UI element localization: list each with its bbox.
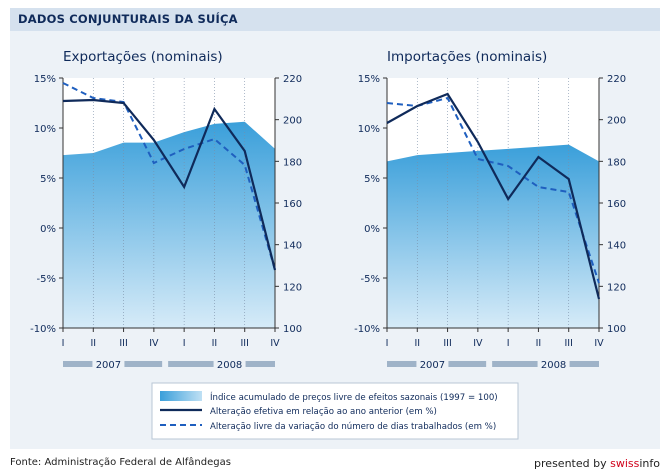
left-tick-label: 5%: [364, 174, 380, 185]
page-title: DADOS CONJUNTURAIS DA SUÍÇA: [18, 12, 238, 26]
left-tick-label: 15%: [34, 74, 56, 85]
price-index-area: [387, 144, 599, 328]
header-bar: DADOS CONJUNTURAIS DA SUÍÇA: [10, 8, 660, 31]
presented-by: presented by swissinfo: [534, 457, 660, 470]
x-tick-label: IV: [149, 338, 159, 349]
right-tick-label: 120: [607, 282, 626, 293]
year-band-left: [492, 361, 538, 367]
chart-2: Importações (nominais) 15% 10% 5% 0% -5% -10% 2…: [354, 49, 626, 371]
year-band-right: [569, 361, 599, 367]
chart-title: Importações (nominais): [387, 49, 547, 65]
left-tick-label: -5%: [361, 274, 380, 285]
right-tick-label: 120: [283, 282, 302, 293]
left-tick-label: -10%: [354, 324, 380, 335]
right-tick-label: 140: [607, 241, 626, 252]
x-tick-label: II: [536, 338, 542, 349]
brand-info: info: [639, 457, 660, 470]
legend-dashed-label: Alteração livre da variação do número de…: [210, 422, 496, 432]
chart-1: Exportações (nominais) 15% 10% 5% 0% -5% -10% 2…: [30, 49, 302, 371]
x-tick-label: I: [386, 338, 389, 349]
left-tick-label: 5%: [40, 174, 56, 185]
left-tick-label: 10%: [34, 124, 56, 135]
legend-area-swatch: [160, 391, 202, 401]
x-tick-label: III: [119, 338, 127, 349]
legend-box: [151, 382, 519, 440]
source-note: Fonte: Administração Federal de Alfândeg…: [10, 457, 231, 468]
year-band-left: [387, 361, 417, 367]
right-tick-label: 220: [283, 74, 302, 85]
x-tick-label: III: [565, 338, 573, 349]
right-tick-label: 220: [607, 74, 626, 85]
right-tick-label: 140: [283, 241, 302, 252]
right-tick-label: 100: [283, 324, 302, 335]
x-tick-label: IV: [270, 338, 280, 349]
year-label: 2008: [541, 360, 566, 371]
left-tick-label: 0%: [364, 224, 380, 235]
x-tick-label: I: [507, 338, 510, 349]
year-label: 2007: [420, 360, 445, 371]
x-tick-label: IV: [594, 338, 604, 349]
x-tick-label: III: [241, 338, 249, 349]
x-tick-label: I: [62, 338, 65, 349]
right-tick-label: 200: [607, 116, 626, 127]
brand-swiss: swiss: [610, 457, 640, 470]
charts-canvas: Exportações (nominais) 15% 10% 5% 0% -5% -10% 2…: [30, 49, 626, 371]
price-index-area: [63, 121, 275, 328]
x-tick-label: II: [212, 338, 218, 349]
year-band-right: [245, 361, 275, 367]
legend-solid-label: Alteração efetiva em relação ao ano ante…: [210, 407, 437, 417]
right-tick-label: 200: [283, 116, 302, 127]
left-tick-label: 10%: [358, 124, 380, 135]
actual-change-line: [386, 92, 601, 300]
legend-area-label: Índice acumulado de preços livre de efei…: [210, 391, 498, 403]
right-tick-label: 100: [607, 324, 626, 335]
presented-by-text: presented by: [534, 457, 611, 470]
left-tick-label: 0%: [40, 224, 56, 235]
right-tick-label: 180: [607, 157, 626, 168]
x-tick-label: III: [443, 338, 451, 349]
x-tick-label: IV: [473, 338, 483, 349]
legend: Índice acumulado de preços livre de efei…: [151, 382, 519, 440]
year-band-right: [448, 361, 487, 367]
left-tick-label: -10%: [30, 324, 56, 335]
left-tick-label: -5%: [37, 274, 56, 285]
right-tick-label: 160: [607, 199, 626, 210]
x-tick-label: I: [183, 338, 186, 349]
year-band-left: [63, 361, 93, 367]
right-tick-label: 160: [283, 199, 302, 210]
workday-adjusted-line: [62, 82, 276, 271]
year-label: 2007: [96, 360, 121, 371]
left-tick-label: 15%: [358, 74, 380, 85]
right-tick-label: 180: [283, 157, 302, 168]
actual-change-line: [62, 98, 277, 271]
x-tick-label: II: [414, 338, 420, 349]
year-label: 2008: [217, 360, 242, 371]
year-band-left: [168, 361, 214, 367]
year-band-right: [124, 361, 163, 367]
chart-title: Exportações (nominais): [63, 49, 223, 65]
x-tick-label: II: [90, 338, 96, 349]
